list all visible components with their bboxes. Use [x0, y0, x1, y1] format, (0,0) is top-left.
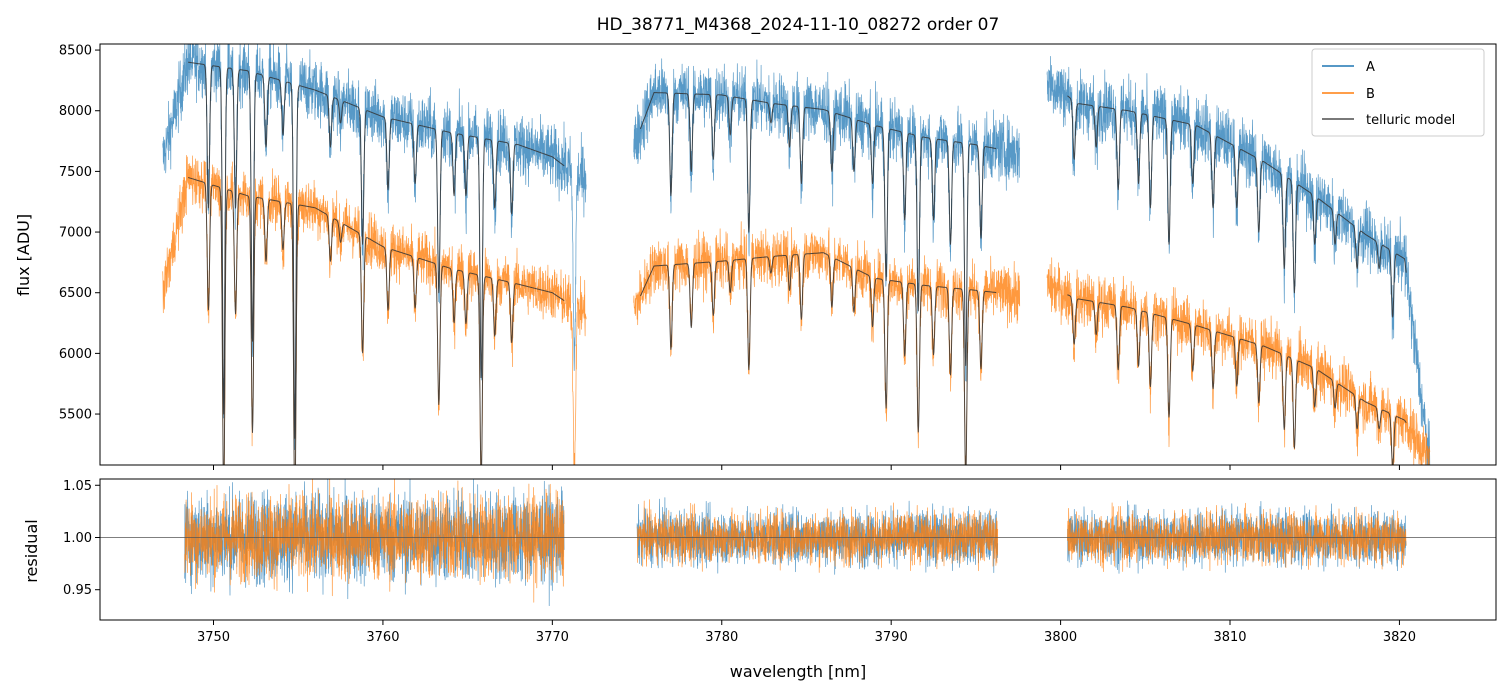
- residual-x-tick-label: 3820: [1383, 630, 1416, 645]
- residual-x-tick-label: 3780: [705, 630, 738, 645]
- legend: A B telluric model: [1311, 48, 1485, 137]
- series-b-line-segment-1: [633, 221, 1021, 465]
- residual-x-tick-label: 3790: [875, 630, 908, 645]
- legend-frame: [1311, 48, 1485, 137]
- residual-a-segment-0: [184, 479, 565, 607]
- residual-x-tick-label: 3770: [536, 630, 569, 645]
- residual-x-tick-label: 3810: [1213, 630, 1246, 645]
- flux-plot-area: [162, 44, 1431, 465]
- residual-y-axis-label: residual: [22, 519, 41, 582]
- flux-y-axis-label: flux [ADU]: [14, 214, 33, 296]
- telluric-model-line-a-0: [187, 61, 565, 439]
- residual-axes-frame: [99, 478, 1497, 621]
- flux-y-tick-label: 7500: [59, 165, 92, 180]
- residual-axis-ticks: 0.95 1.00 1.05 3750 3760 3770 3780 3790 3800 3810…: [63, 479, 1416, 645]
- residual-x-tick-label: 3750: [197, 630, 230, 645]
- flux-axes-frame: [99, 43, 1497, 466]
- series-a-line-segment-1: [633, 58, 1021, 382]
- legend-label-telluric: telluric model: [1366, 113, 1455, 128]
- flux-y-tick-label: 8000: [59, 104, 92, 119]
- flux-y-tick-label: 5500: [59, 408, 92, 423]
- x-axis-label: wavelength [nm]: [730, 662, 867, 681]
- residual-x-tick-label: 3800: [1044, 630, 1077, 645]
- residual-b-segment-1: [636, 499, 999, 573]
- chart-title: HD_38771_M4368_2024-11-10_08272 order 07: [597, 15, 1000, 35]
- series-a-line-segment-2: [1046, 55, 1431, 465]
- legend-label-b: B: [1366, 87, 1375, 102]
- flux-y-tick-label: 8500: [59, 44, 92, 59]
- residual-y-tick-label: 1.05: [63, 479, 92, 494]
- telluric-model-line-b-0: [187, 177, 565, 465]
- flux-y-tick-label: 6500: [59, 286, 92, 301]
- residual-y-tick-label: 0.95: [63, 583, 92, 598]
- legend-label-a: A: [1366, 60, 1375, 75]
- flux-axis-ticks: 5500 6000 6500 7000 7500 8000 8500: [59, 44, 1400, 470]
- telluric-model-line-b-2: [1067, 294, 1407, 465]
- series-b-line-segment-2: [1046, 257, 1431, 465]
- flux-y-tick-label: 6000: [59, 347, 92, 362]
- residual-b-segment-2: [1067, 502, 1407, 572]
- residual-y-tick-label: 1.00: [63, 531, 92, 546]
- telluric-model-line-b-1: [639, 252, 997, 465]
- residual-b-segment-0: [184, 479, 565, 603]
- residual-x-tick-label: 3760: [366, 630, 399, 645]
- telluric-model-line-a-1: [639, 92, 997, 366]
- flux-y-tick-label: 7000: [59, 226, 92, 241]
- residual-plot-area: [100, 479, 1496, 607]
- telluric-model-line-a-2: [1067, 95, 1407, 318]
